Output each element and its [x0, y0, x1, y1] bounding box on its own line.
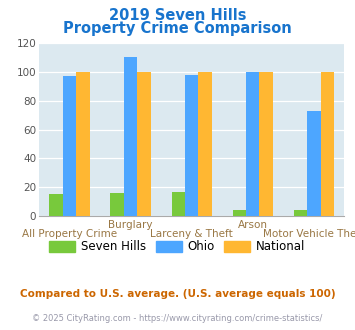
Text: Larceny & Theft: Larceny & Theft	[150, 229, 233, 239]
Text: 2019 Seven Hills: 2019 Seven Hills	[109, 8, 246, 23]
Bar	[260, 72, 273, 216]
Bar	[76, 72, 90, 216]
Bar	[171, 192, 185, 216]
Bar	[63, 76, 76, 216]
Bar	[185, 75, 198, 216]
Bar	[307, 111, 321, 216]
Bar	[321, 72, 334, 216]
Bar	[294, 211, 307, 216]
Text: All Property Crime: All Property Crime	[22, 229, 117, 239]
Legend: Seven Hills, Ohio, National: Seven Hills, Ohio, National	[45, 236, 310, 258]
Bar	[198, 72, 212, 216]
Bar	[246, 72, 260, 216]
Bar	[124, 57, 137, 216]
Bar	[233, 211, 246, 216]
Text: Compared to U.S. average. (U.S. average equals 100): Compared to U.S. average. (U.S. average …	[20, 289, 335, 299]
Text: Motor Vehicle Theft: Motor Vehicle Theft	[263, 229, 355, 239]
Text: Arson: Arson	[238, 220, 268, 230]
Text: Burglary: Burglary	[108, 220, 153, 230]
Bar	[110, 193, 124, 216]
Bar	[49, 194, 63, 216]
Text: © 2025 CityRating.com - https://www.cityrating.com/crime-statistics/: © 2025 CityRating.com - https://www.city…	[32, 314, 323, 323]
Bar	[137, 72, 151, 216]
Text: Property Crime Comparison: Property Crime Comparison	[63, 21, 292, 36]
